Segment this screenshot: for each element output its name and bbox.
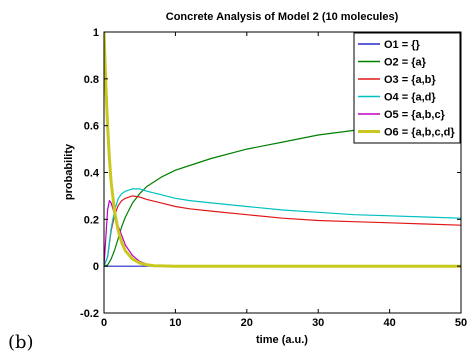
y-tick-label: 0 (93, 261, 99, 273)
ticks-layer: 0 10 20 30 40 50-0.200.20.40.60.81 (80, 27, 467, 329)
y-tick-label: 0.8 (84, 74, 99, 86)
series-line-2 (104, 118, 461, 267)
legend-box (353, 32, 461, 144)
x-tick-label: 50 (455, 317, 467, 329)
x-tick-label: 30 (312, 317, 324, 329)
x-tick-label: 20 (241, 317, 253, 329)
x-tick-label: 0 (101, 317, 107, 329)
series-line-3 (104, 195, 461, 267)
y-tick-label: 1 (93, 27, 99, 39)
x-tick-label: 10 (169, 317, 181, 329)
legend: O1 = {} O2 = {a} O3 = {a,b} O4 = {a,d} O5 = … (353, 32, 461, 144)
legend-label-1: O1 = {} (384, 39, 420, 51)
y-tick-label: 0.2 (84, 214, 99, 226)
legend-label-3: O3 = {a,b} (384, 74, 436, 86)
panel-label: (b) (8, 332, 34, 353)
series-layer (104, 32, 461, 268)
legend-label-6: O6 = {a,b,c,d} (384, 127, 455, 139)
legend-label-4: O4 = {a,d} (384, 92, 436, 104)
y-tick-label: 0.6 (84, 121, 99, 133)
y-tick-label: 0.4 (84, 168, 100, 180)
y-tick-label: -0.2 (80, 308, 99, 320)
legend-label-2: O2 = {a} (384, 57, 427, 69)
y-axis-label: probability (63, 143, 75, 200)
legend-label-5: O5 = {a,b,c} (384, 109, 446, 121)
series-line-4 (104, 188, 461, 267)
x-tick-label: 40 (383, 317, 395, 329)
series-line-6 (104, 32, 461, 268)
x-axis-label: time (a.u.) (256, 334, 308, 346)
chart-title: Concrete Analysis of Model 2 (10 molecul… (166, 11, 399, 23)
